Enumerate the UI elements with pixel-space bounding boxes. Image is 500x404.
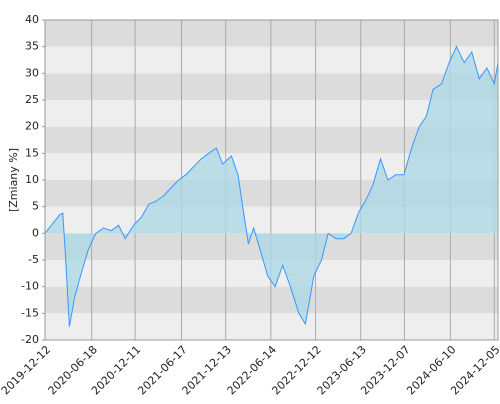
band [45, 20, 498, 47]
y-tick-label: 40 [25, 13, 39, 26]
y-tick-label: 20 [25, 120, 39, 133]
y-tick-label: 15 [25, 146, 39, 159]
band [45, 73, 498, 100]
band [45, 46, 498, 74]
y-tick-label: 30 [25, 66, 39, 79]
y-tick-label: 0 [32, 226, 39, 239]
line [44, 45, 499, 327]
y-tick-label: 35 [25, 40, 39, 53]
band [45, 286, 498, 314]
y-tick-label: -20 [21, 333, 39, 346]
y-tick-label: -5 [28, 253, 39, 266]
band [45, 313, 498, 340]
y-tick-label: -15 [21, 306, 39, 319]
area [45, 46, 498, 327]
plot-frame [44, 19, 499, 341]
y-tick-label: 10 [25, 173, 39, 186]
y-tick-label: 5 [32, 200, 39, 213]
y-tick-label: -10 [21, 280, 39, 293]
y-tick-label: 25 [25, 93, 39, 106]
y-axis-label: [Zmiany %] [7, 148, 20, 212]
